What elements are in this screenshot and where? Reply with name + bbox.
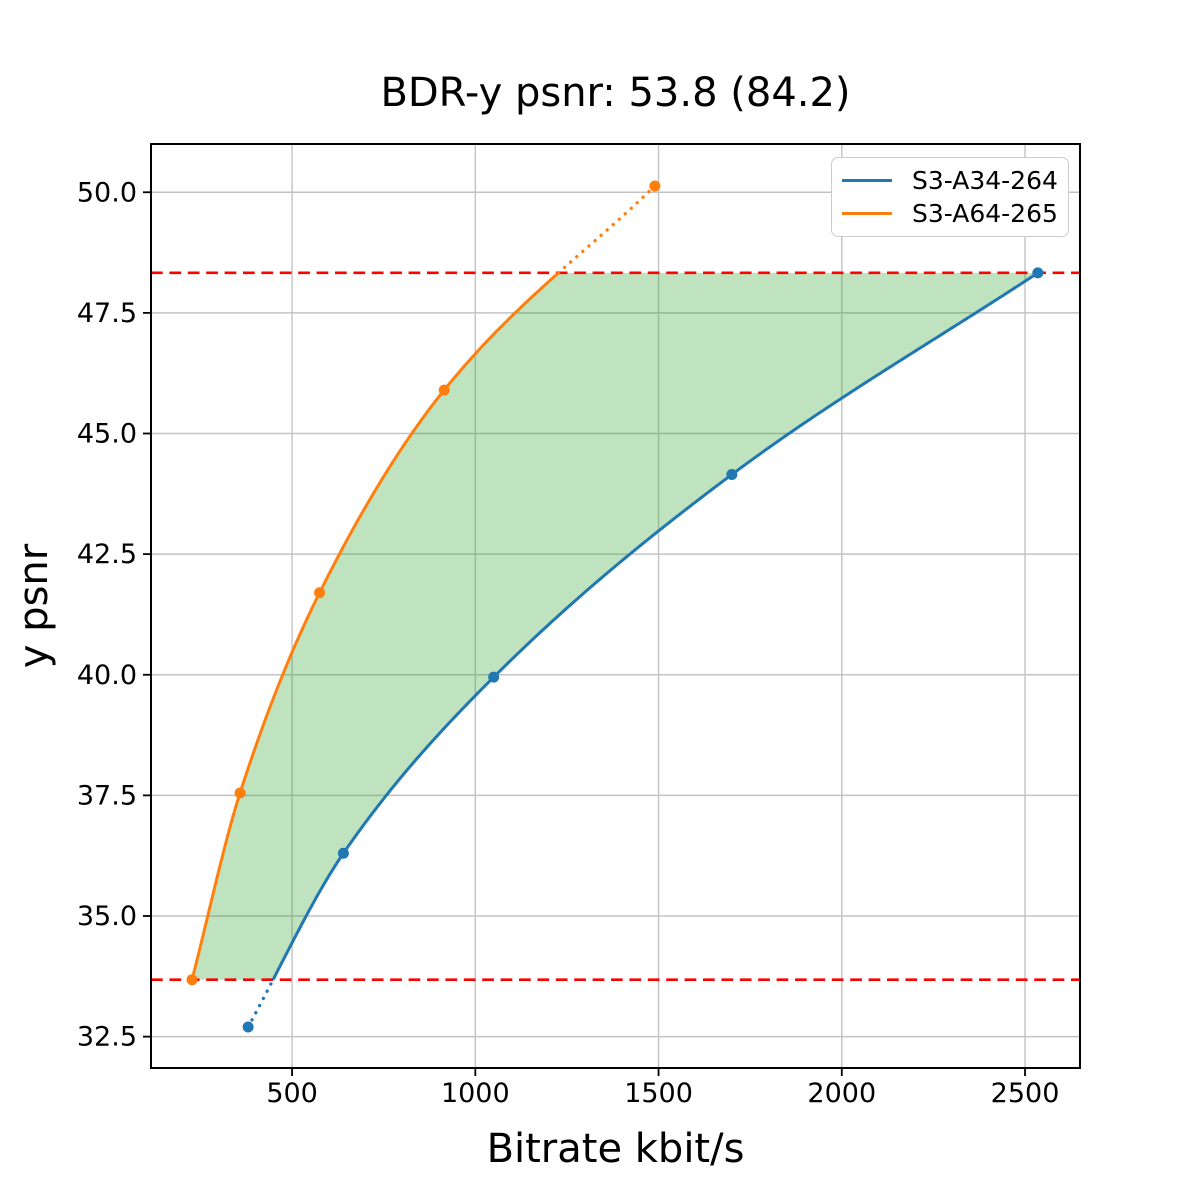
legend-line-swatch-blue (842, 179, 892, 182)
data-point-s3-a64-265 (234, 787, 246, 799)
x-tick-label: 500 (266, 1078, 318, 1109)
y-tick-label: 47.5 (77, 298, 137, 329)
data-point-s3-a64-265 (438, 384, 450, 396)
y-tick-label: 42.5 (77, 539, 137, 570)
curve-dotted-s3-a34-264 (246, 978, 275, 1029)
y-tick-label: 32.5 (77, 1022, 137, 1053)
data-point-s3-a64-265 (186, 974, 198, 986)
legend: S3-A34-264 S3-A64-265 (831, 157, 1069, 237)
x-tick-label: 1000 (441, 1078, 510, 1109)
bdr-shaded-region (192, 272, 1038, 980)
x-tick-label: 1500 (624, 1078, 693, 1109)
legend-label-s3-a34-264: S3-A34-264 (912, 166, 1058, 195)
legend-item-s3-a34-264: S3-A34-264 (842, 164, 1058, 197)
y-axis-label: y psnr (11, 543, 57, 669)
plot-border (150, 143, 1081, 1069)
data-point-s3-a34-264 (726, 469, 738, 481)
y-tick-label: 35.0 (77, 901, 137, 932)
y-tick-label: 50.0 (77, 177, 137, 208)
data-point-s3-a34-264 (488, 671, 500, 683)
y-tick-label: 37.5 (77, 780, 137, 811)
x-tick-label: 2000 (807, 1078, 876, 1109)
x-axis-label: Bitrate kbit/s (486, 1126, 745, 1172)
legend-label-s3-a64-265: S3-A64-265 (912, 199, 1058, 228)
chart-title: BDR-y psnr: 53.8 (84.2) (380, 70, 851, 116)
curve-solid-s3-a64-265 (190, 271, 560, 981)
legend-line-swatch-orange (842, 212, 892, 215)
data-point-s3-a34-264 (242, 1021, 254, 1033)
y-tick-label: 40.0 (77, 660, 137, 691)
legend-item-s3-a64-265: S3-A64-265 (842, 197, 1058, 230)
y-tick-label: 45.0 (77, 419, 137, 450)
data-point-s3-a64-265 (314, 587, 326, 599)
curve-dotted-s3-a64-265 (556, 184, 657, 275)
curve-solid-s3-a34-264 (271, 271, 1039, 982)
data-point-s3-a34-264 (337, 847, 349, 859)
x-tick-label: 2500 (991, 1078, 1060, 1109)
data-point-s3-a64-265 (649, 180, 661, 192)
data-point-s3-a34-264 (1032, 267, 1044, 279)
